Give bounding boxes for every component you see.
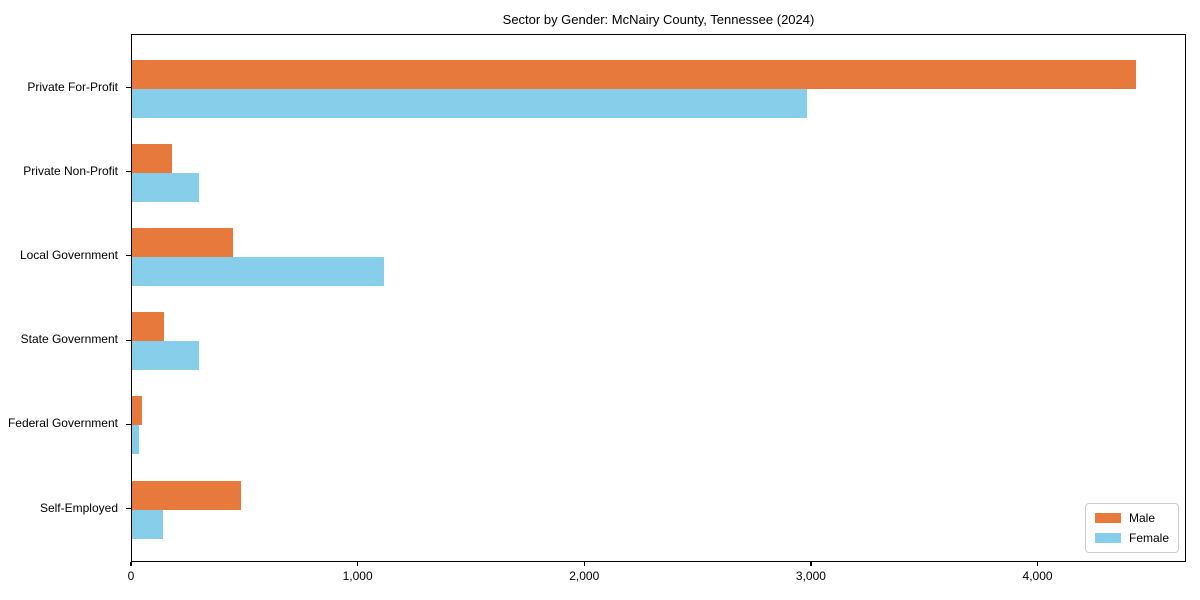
bar-female xyxy=(132,256,384,286)
bar-female xyxy=(132,509,163,539)
y-axis-tick xyxy=(126,255,131,257)
x-axis-tick xyxy=(130,562,132,566)
bar-male xyxy=(132,143,172,173)
y-axis-label: Private Non-Profit xyxy=(23,163,118,178)
legend-label-female: Female xyxy=(1128,531,1169,545)
y-axis-tick xyxy=(126,423,131,425)
y-axis-tick xyxy=(126,339,131,341)
bar-female xyxy=(132,341,199,371)
legend-label-male: Male xyxy=(1128,511,1155,525)
x-axis-tick-label: 2,000 xyxy=(569,569,600,583)
x-axis-tick-label: 3,000 xyxy=(795,569,826,583)
chart-title: Sector by Gender: McNairy County, Tennes… xyxy=(502,12,815,27)
x-axis-tick-label: 4,000 xyxy=(1022,569,1053,583)
bar-male xyxy=(132,312,164,342)
y-axis-tick xyxy=(126,86,131,89)
y-axis-tick xyxy=(126,507,131,510)
x-axis-tick xyxy=(1036,562,1039,566)
female-series-swatch xyxy=(1094,533,1121,543)
x-axis-tick xyxy=(357,562,359,566)
y-axis-label: State Government xyxy=(20,332,118,347)
plot-area: Male Female xyxy=(131,34,1186,562)
bar-female xyxy=(132,88,808,118)
y-axis-label: Federal Government xyxy=(7,416,118,431)
bar-female xyxy=(132,425,139,455)
x-axis-tick xyxy=(583,562,585,566)
y-axis-label: Local Government xyxy=(19,247,118,262)
x-axis-tick xyxy=(810,562,812,566)
bar-male xyxy=(132,59,1136,89)
y-axis-label: Private For-Profit xyxy=(27,79,118,94)
bar-male xyxy=(132,227,233,257)
y-axis-label: Self-Employed xyxy=(39,500,118,515)
legend: Male Female xyxy=(1084,503,1179,553)
x-axis-tick-label: 0 xyxy=(127,569,135,583)
x-axis-tick-label: 1,000 xyxy=(342,569,373,583)
legend-entry-female: Female xyxy=(1094,531,1169,545)
bar-male xyxy=(132,396,143,426)
male-series-swatch xyxy=(1094,513,1121,523)
legend-entry-male: Male xyxy=(1094,511,1169,525)
bar-male xyxy=(132,480,241,510)
bar-female xyxy=(132,172,199,202)
y-axis-tick xyxy=(126,171,131,173)
